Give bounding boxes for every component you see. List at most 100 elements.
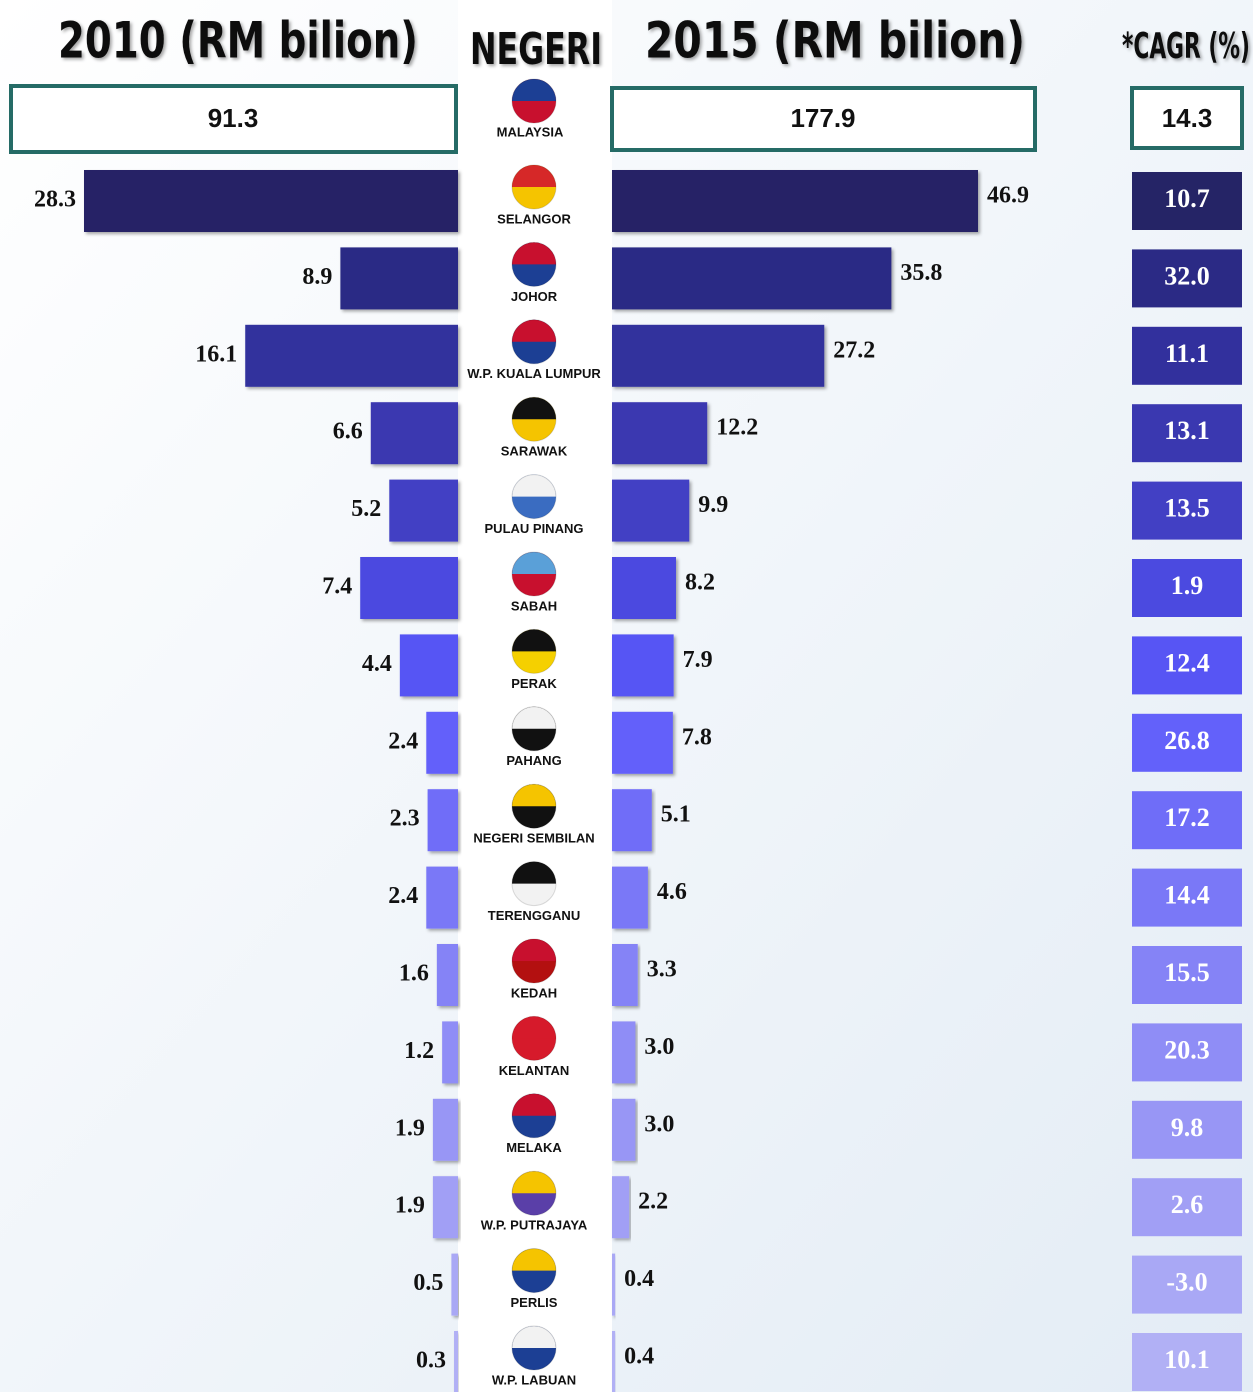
state-label: W.P. KUALA LUMPUR <box>467 366 601 381</box>
flag <box>512 474 556 497</box>
bar-2015 <box>612 1331 616 1392</box>
bar-2010 <box>451 1253 458 1316</box>
value-label: 12.2 <box>716 415 758 441</box>
bar-2010 <box>436 944 458 1006</box>
total-box <box>9 84 458 154</box>
value-label: 8.9 <box>302 264 332 290</box>
value-label: 16.1 <box>195 341 237 367</box>
flag <box>512 1093 556 1116</box>
flag-shine <box>511 78 557 124</box>
flag-shine <box>511 164 557 210</box>
cagr-box <box>1132 1100 1242 1159</box>
cagr-label: 14.4 <box>1164 881 1210 910</box>
value-label: 5.2 <box>351 496 381 522</box>
cagr-label: -3.0 <box>1166 1268 1207 1297</box>
state-label: NEGERI SEMBILAN <box>473 831 594 846</box>
value-label: 4.4 <box>362 651 392 677</box>
bar-2010 <box>442 1021 458 1084</box>
bar-2015 <box>612 1176 630 1239</box>
flag <box>512 1171 556 1194</box>
value-label: 3.3 <box>647 957 677 983</box>
flag <box>512 1016 556 1039</box>
cagr-label: 13.5 <box>1164 494 1210 523</box>
value-label: 4.6 <box>657 879 687 905</box>
cagr-box <box>1132 249 1242 308</box>
bar-2010 <box>245 324 458 387</box>
flag <box>512 784 556 807</box>
flag-shine <box>511 551 557 597</box>
value-label: 2.4 <box>388 883 418 909</box>
bar-2015 <box>612 789 652 852</box>
cagr-label: 26.8 <box>1164 726 1210 755</box>
cagr-box <box>1132 1333 1242 1391</box>
cagr-label: 13.1 <box>1164 416 1210 445</box>
state-label: MELAKA <box>506 1140 562 1155</box>
value-label: 7.4 <box>322 574 352 600</box>
cagr-label: 20.3 <box>1164 1035 1210 1064</box>
cagr-box <box>1132 404 1242 463</box>
bar-2010 <box>360 557 458 619</box>
bar-2015 <box>612 324 825 387</box>
state-label: PULAU PINANG <box>485 521 584 536</box>
bar-2010 <box>427 789 458 852</box>
value-label: 27.2 <box>833 337 875 363</box>
flag-shine <box>511 319 557 365</box>
cagr-box <box>1132 1178 1242 1237</box>
value-label: 0.5 <box>413 1270 443 1296</box>
flag-shine <box>511 938 557 984</box>
cagr-box <box>1132 481 1242 540</box>
bar-2015 <box>612 170 978 232</box>
state-label: MALAYSIA <box>497 124 564 139</box>
cagr-label: 32.0 <box>1164 261 1210 290</box>
header-2010: 2010 (RM bilion) <box>58 12 418 70</box>
value-label: 35.8 <box>900 260 942 286</box>
total-box <box>1130 86 1244 150</box>
cagr-box <box>1132 946 1242 1004</box>
value-label: 2.4 <box>388 728 418 754</box>
flag <box>512 79 556 101</box>
bar-2010 <box>432 1098 458 1161</box>
cagr-label: 9.8 <box>1171 1113 1204 1142</box>
state-label: W.P. PUTRAJAYA <box>481 1218 588 1233</box>
bar-2015 <box>612 711 673 774</box>
state-label: W.P. LABUAN <box>492 1372 576 1387</box>
cagr-label: 2.6 <box>1171 1190 1204 1219</box>
value-label: 3.0 <box>644 1111 674 1137</box>
bar-2015 <box>612 557 676 619</box>
flag <box>512 1326 556 1348</box>
cagr-box <box>1132 868 1242 927</box>
flag <box>512 552 556 574</box>
header-cagr: *CAGR (%) <box>1122 26 1250 67</box>
cagr-label: 15.5 <box>1164 958 1210 987</box>
flag-shine <box>511 706 557 752</box>
center-column <box>458 0 612 1392</box>
bar-2010 <box>340 247 458 310</box>
state-label: JOHOR <box>511 289 558 304</box>
header-2015: 2015 (RM bilion) <box>645 12 1025 70</box>
value-label: 7.9 <box>683 647 713 673</box>
total-value: 91.3 <box>208 103 259 133</box>
flag-shine <box>511 628 557 674</box>
flag <box>512 939 556 961</box>
cagr-label: 11.1 <box>1165 339 1209 368</box>
cagr-box <box>1132 1023 1242 1082</box>
value-label: 0.3 <box>416 1348 446 1374</box>
header-state: NEGERI <box>470 24 602 75</box>
cagr-box <box>1132 636 1242 695</box>
flag <box>512 397 556 420</box>
flag <box>512 242 556 265</box>
cagr-box <box>1132 326 1242 385</box>
bar-2010 <box>370 402 458 465</box>
flag-shine <box>511 396 557 442</box>
value-label: 6.6 <box>333 419 363 445</box>
bar-2015 <box>612 866 648 929</box>
bar-2010 <box>399 634 458 697</box>
total-value: 14.3 <box>1162 103 1213 133</box>
state-label: PERLIS <box>511 1295 558 1310</box>
value-label: 9.9 <box>698 492 728 518</box>
flag <box>512 861 556 884</box>
flag <box>512 629 556 652</box>
value-label: 28.3 <box>34 187 76 213</box>
cagr-label: 10.7 <box>1164 184 1210 213</box>
flag-shine <box>511 1015 557 1061</box>
